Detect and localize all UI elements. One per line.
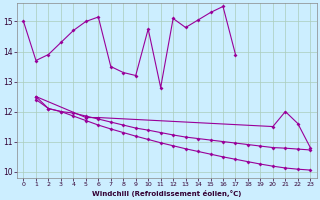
X-axis label: Windchill (Refroidissement éolien,°C): Windchill (Refroidissement éolien,°C): [92, 190, 242, 197]
